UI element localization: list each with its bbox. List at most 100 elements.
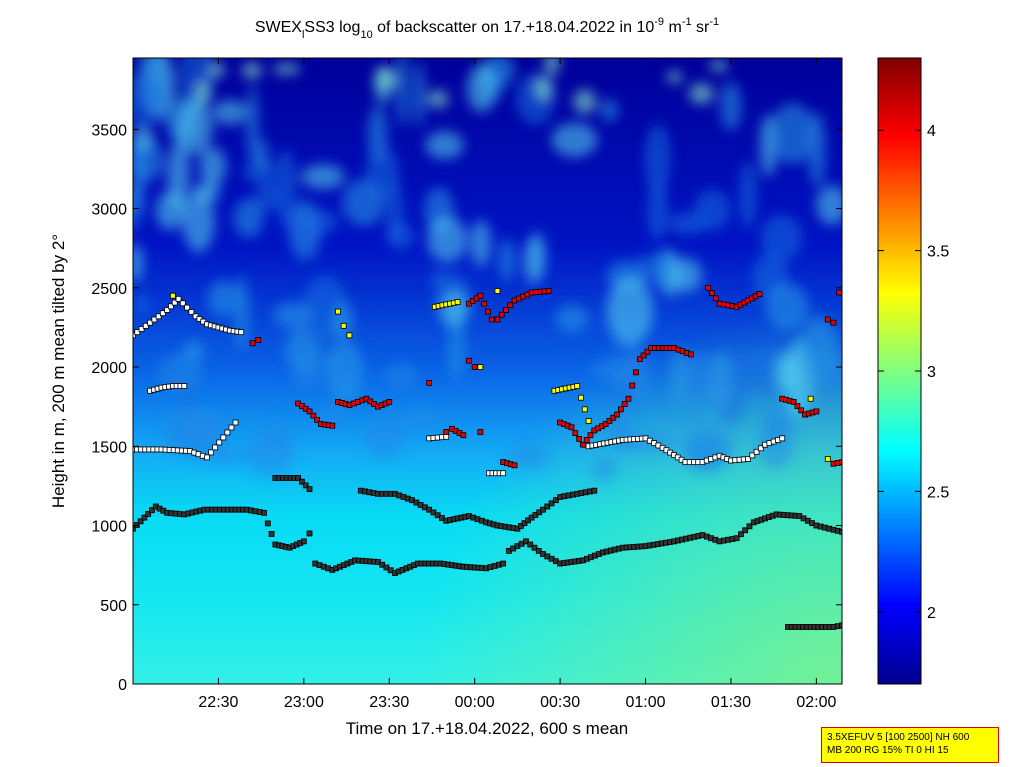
layer-marker [460, 432, 467, 439]
layer-markers [133, 419, 786, 477]
colorbar-tick-label: 4 [927, 123, 936, 140]
layer-marker [587, 432, 594, 439]
layer-marker [779, 435, 786, 442]
layer-marker [527, 541, 534, 548]
layer-marker [511, 462, 518, 469]
layer-marker [576, 435, 582, 442]
layer-marker [523, 538, 529, 545]
layer-marker [335, 308, 341, 315]
x-tick-label: 02:00 [796, 694, 836, 711]
heatmap-area [133, 58, 842, 684]
layer-marker [606, 418, 613, 424]
layer-marker [494, 316, 501, 323]
layer-marker [151, 316, 158, 323]
layer-marker [807, 395, 814, 402]
layer-marker [184, 304, 191, 311]
layer-markers [249, 284, 842, 469]
layer-marker [540, 506, 546, 513]
layer-marker [507, 302, 514, 309]
layer-marker [147, 319, 153, 326]
layer-marker [688, 351, 694, 358]
layer-marker [155, 313, 162, 320]
layer-marker [756, 291, 763, 298]
layer-marker [839, 528, 842, 535]
chart-title: SWEXlSS3 log10 of backscatter on 17.+18.… [255, 16, 719, 41]
layer-marker [249, 340, 256, 347]
layer-marker [738, 531, 744, 538]
layer-marker [498, 311, 505, 318]
layer-marker [306, 408, 313, 415]
layer-marker [232, 419, 239, 426]
colorbar-tick-label: 2 [927, 605, 936, 622]
layer-marker [164, 307, 171, 313]
layer-marker [629, 382, 636, 389]
layer-marker [545, 288, 552, 294]
layer-marker [204, 454, 210, 461]
layer-marker [746, 523, 753, 530]
layer-marker [306, 486, 313, 492]
colorbar-tick-label: 3.5 [927, 244, 949, 261]
layer-marker [159, 310, 166, 317]
layer-marker [548, 500, 555, 507]
layer-marker [477, 429, 484, 435]
layer-marker [181, 383, 188, 389]
layer-marker [224, 429, 231, 436]
layer-marker [500, 470, 507, 477]
layer-marker [633, 369, 639, 376]
y-tick-label: 1500 [91, 439, 127, 456]
layer-marker [712, 295, 719, 302]
y-tick-label: 2500 [91, 281, 127, 298]
layer-marker [169, 292, 176, 299]
x-tick-label: 22:30 [198, 694, 238, 711]
layer-marker [591, 487, 598, 494]
layer-marker [798, 407, 805, 414]
layer-marker [488, 316, 495, 323]
layer-marker [454, 299, 461, 305]
layer-marker [255, 337, 262, 343]
layer-marker [749, 452, 756, 459]
layer-marker [585, 418, 592, 424]
colorbar-tick-label: 2.5 [927, 484, 949, 501]
y-tick-label: 500 [100, 598, 127, 615]
layer-marker [133, 525, 136, 532]
info-line-1: 3.5XEFUV 5 [100 2500] NH 600 [827, 732, 970, 743]
layer-marker [813, 408, 820, 415]
layer-markers [272, 475, 598, 532]
layer-marker [583, 437, 590, 443]
layer-marker [175, 295, 182, 302]
layer-marker [494, 288, 501, 294]
layer-marker [500, 560, 507, 567]
layer-marker [443, 429, 450, 435]
layer-markers [133, 503, 842, 576]
layer-marker [145, 510, 152, 517]
layer-marker [179, 300, 186, 307]
layer-marker [346, 332, 353, 339]
colorbar [878, 58, 921, 684]
layer-marker [329, 422, 336, 429]
layer-marker [138, 326, 145, 332]
layer-marker [134, 329, 141, 336]
x-tick-label: 01:00 [626, 694, 666, 711]
layer-marker [610, 414, 617, 421]
layer-marker [149, 507, 155, 514]
layer-marker [133, 332, 136, 339]
layer-marker [733, 535, 740, 542]
layer-marker [602, 421, 609, 427]
layer-marker [261, 509, 267, 516]
layer-marker [171, 299, 178, 306]
layer-marker [300, 538, 307, 545]
processing-info-box: 3.5XEFUV 5 [100 2500] NH 600 MB 200 RG 1… [821, 727, 999, 763]
layer-marker [503, 307, 509, 313]
y-tick-label: 2000 [91, 360, 127, 377]
layer-marker [552, 497, 559, 504]
layer-markers [133, 295, 245, 394]
y-tick-label: 0 [118, 677, 127, 694]
layer-marker [310, 412, 317, 419]
layer-marker [531, 544, 538, 551]
layer-marker [268, 531, 275, 537]
layer-marker [228, 424, 235, 431]
layer-marker [574, 383, 581, 389]
layer-marker [753, 448, 760, 455]
y-tick-label: 3500 [91, 122, 127, 139]
x-tick-label: 01:30 [711, 694, 751, 711]
